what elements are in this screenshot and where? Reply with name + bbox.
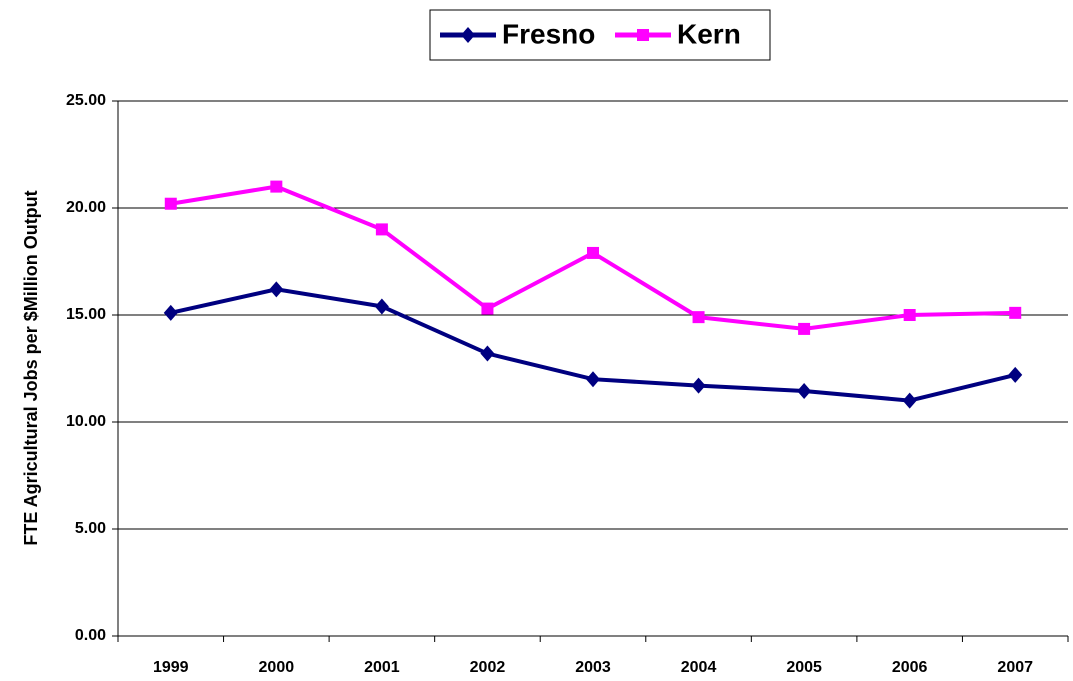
legend-marker: [461, 27, 475, 43]
data-point: [164, 197, 177, 210]
data-point: [375, 223, 388, 236]
x-tick-label: 2007: [997, 659, 1033, 676]
data-point: [480, 345, 495, 362]
x-tick-label: 2005: [786, 659, 822, 676]
data-point: [902, 392, 917, 409]
data-point: [481, 302, 494, 315]
y-tick-label: 20.00: [66, 199, 106, 216]
data-point: [798, 322, 811, 335]
y-tick-label: 0.00: [75, 627, 106, 644]
data-point: [797, 382, 812, 399]
data-point: [374, 298, 389, 315]
data-point: [1009, 306, 1022, 319]
data-point: [270, 180, 283, 193]
data-point: [691, 377, 706, 394]
data-point: [1008, 366, 1023, 383]
x-tick-label: 1999: [153, 659, 189, 676]
y-tick-label: 25.00: [66, 92, 106, 109]
legend-marker: [637, 29, 649, 41]
y-tick-label: 5.00: [75, 520, 106, 537]
data-point: [586, 371, 600, 388]
data-point: [269, 281, 284, 298]
y-tick-label: 15.00: [66, 306, 106, 323]
data-point: [163, 304, 178, 321]
y-tick-label: 10.00: [66, 413, 106, 430]
x-tick-label: 2000: [259, 659, 295, 676]
data-point: [692, 311, 705, 324]
legend-label: Fresno: [502, 18, 595, 49]
x-tick-label: 2006: [892, 659, 928, 676]
data-point: [903, 309, 916, 321]
x-tick-label: 2003: [575, 659, 611, 676]
x-tick-label: 2004: [681, 659, 717, 676]
data-point: [587, 246, 599, 259]
legend-label: Kern: [677, 18, 741, 49]
x-tick-label: 2001: [364, 659, 400, 676]
y-axis-title: FTE Agricultural Jobs per $Million Outpu…: [21, 190, 41, 545]
x-tick-label: 2002: [470, 659, 506, 676]
